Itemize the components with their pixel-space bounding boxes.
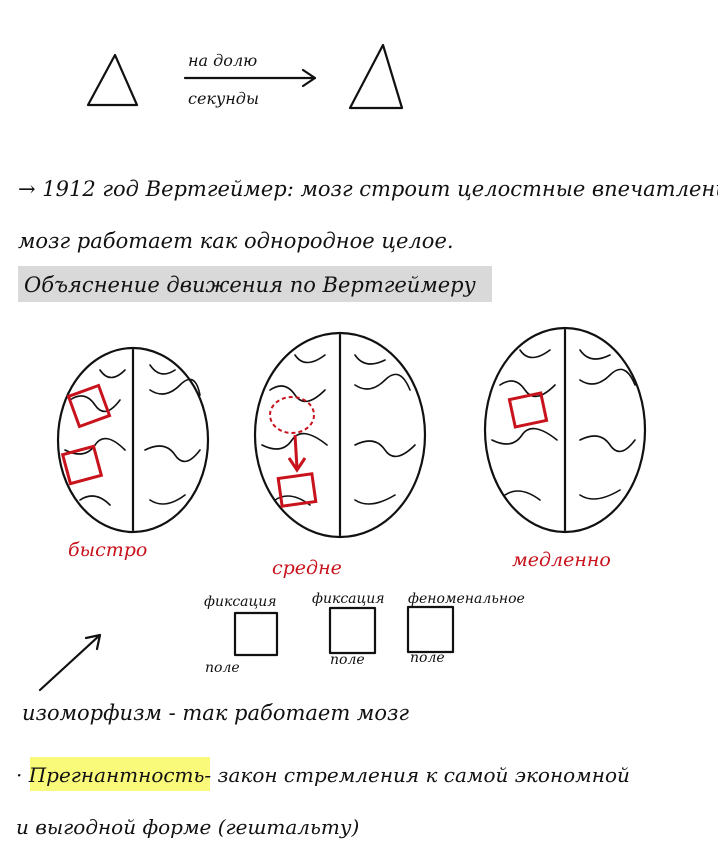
note-line: изоморфизм - так работает мозг: [22, 701, 409, 725]
brain: [253, 331, 427, 539]
brain-label: быстро: [68, 539, 147, 561]
arrow-label: на долю: [188, 51, 257, 70]
note-line: мозг работает как однородное целое.: [18, 229, 454, 253]
brain-label: медленно: [512, 549, 611, 571]
field-label: поле: [205, 660, 240, 676]
field-label: поле: [410, 650, 445, 666]
highlight-bg: [18, 266, 492, 302]
field-label: поле: [330, 652, 365, 668]
field-label: фиксация: [204, 594, 277, 610]
note-line: → 1912 год Вертгеймер: мозг строит целос…: [18, 177, 718, 201]
field-box: [328, 606, 377, 655]
definition: - закон стремления к самой экономной: [204, 763, 629, 787]
triangle: [86, 53, 139, 107]
brain-label: средне: [272, 557, 342, 579]
bullet-text: · Прегнантность- закон стремления к само…: [16, 763, 630, 787]
arrow: [183, 68, 317, 88]
triangle: [348, 43, 404, 110]
term: Прегнантность: [28, 763, 205, 787]
field-box: [233, 611, 279, 657]
arrow: [38, 633, 102, 692]
arrow-label: секунды: [188, 89, 259, 108]
note-line: и выгодной форме (гештальту): [16, 815, 359, 839]
brain: [56, 346, 210, 534]
brain: [483, 326, 647, 534]
field-box: [406, 605, 455, 654]
highlight-bg: [30, 757, 210, 791]
field-label: фиксация: [312, 591, 385, 607]
field-label: феноменальное: [408, 591, 525, 607]
highlight-text: Объяснение движения по Вертгеймеру: [24, 273, 477, 297]
